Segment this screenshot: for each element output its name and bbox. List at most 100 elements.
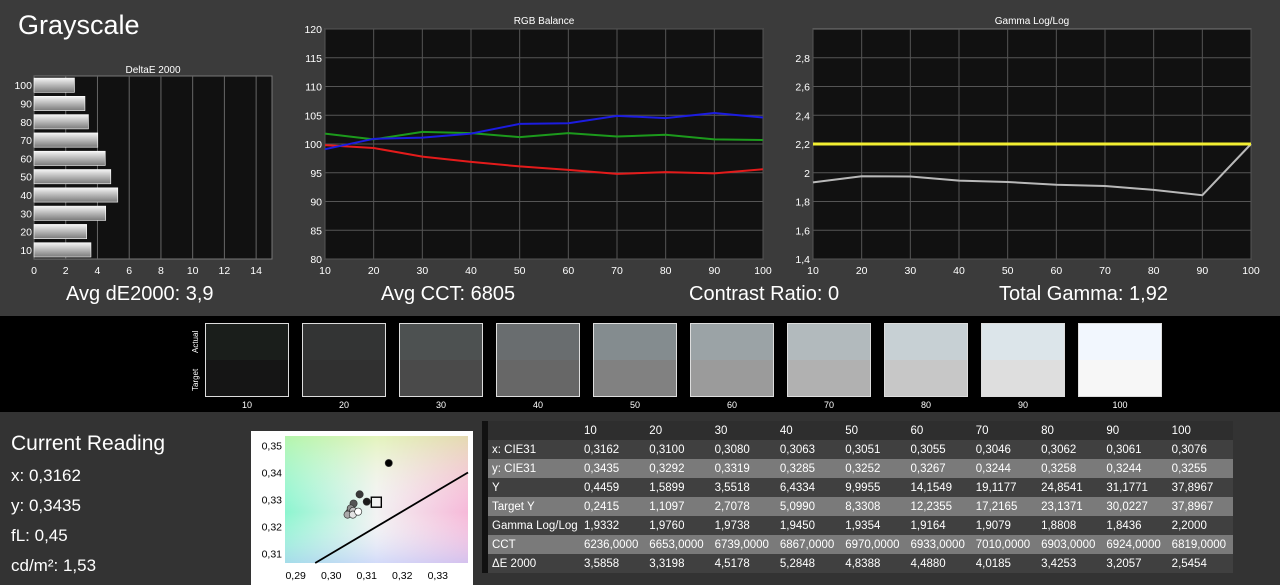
cie-y-tick: 0,31 xyxy=(262,549,283,561)
table-row-label: x: CIE31 xyxy=(488,440,580,459)
deltae-y-tick: 40 xyxy=(20,190,32,202)
swatch-actual xyxy=(1079,324,1161,360)
deltae-bar xyxy=(33,114,89,130)
table-row-marker xyxy=(482,516,488,535)
table-cell: 1,9760 xyxy=(645,516,711,535)
gamma-y-tick: 1,6 xyxy=(795,225,810,237)
swatch-actual xyxy=(691,324,773,360)
swatch-target xyxy=(497,360,579,396)
swatch-20 xyxy=(302,323,386,397)
contrast-stat: Contrast Ratio: 0 xyxy=(689,283,840,305)
swatch-actual xyxy=(594,324,676,360)
planckian-locus-line xyxy=(314,471,469,564)
swatch-actual xyxy=(206,324,288,360)
swatch-actual xyxy=(885,324,967,360)
swatch-label: 10 xyxy=(241,400,252,410)
gamma-x-tick: 70 xyxy=(1099,265,1111,277)
swatch-90 xyxy=(981,323,1065,397)
reading-y: y: 0,3435 xyxy=(11,496,81,515)
rgb-x-tick: 90 xyxy=(708,265,720,277)
gamma-x-tick: 100 xyxy=(1242,265,1260,277)
table-cell: 2,5454 xyxy=(1167,554,1233,573)
gamma-y-tick: 2,4 xyxy=(795,110,810,122)
table-cell: 0,3285 xyxy=(775,459,842,478)
rgb-x-tick: 100 xyxy=(754,265,772,277)
table-cell: 6236,0000 xyxy=(580,535,646,554)
deltae-y-tick: 10 xyxy=(20,245,32,257)
deltae-x-tick: 6 xyxy=(126,265,132,277)
table-cell: 6924,0000 xyxy=(1102,535,1168,554)
deltae-y-tick: 80 xyxy=(20,117,32,129)
table-cell: 4,8388 xyxy=(841,554,907,573)
table-row: Y 0,4459 1,5899 3,5518 6,4334 9,9955 14,1549 19… xyxy=(482,478,1233,497)
table-cell: 2,2000 xyxy=(1167,516,1233,535)
table-cell: 37,8967 xyxy=(1167,497,1233,516)
rgb-y-tick: 110 xyxy=(305,82,322,94)
table-cell: 0,3080 xyxy=(710,440,776,459)
table-cell: 0,3046 xyxy=(971,440,1038,459)
table-cell: 24,8541 xyxy=(1037,478,1103,497)
table-cell: 6819,0000 xyxy=(1167,535,1233,554)
table-cell: 0,3267 xyxy=(906,459,972,478)
current-reading-title: Current Reading xyxy=(11,432,166,455)
swatch-80 xyxy=(884,323,968,397)
rgb-y-tick: 95 xyxy=(310,168,322,180)
table-column-header: 90 xyxy=(1102,421,1168,440)
swatch-actual xyxy=(788,324,870,360)
rgb-x-tick: 60 xyxy=(562,265,574,277)
table-cell: 0,3051 xyxy=(841,440,907,459)
table-cell: 0,3244 xyxy=(1102,459,1168,478)
rgb-x-tick: 50 xyxy=(514,265,526,277)
deltae-x-tick: 8 xyxy=(158,265,164,277)
table-cell: 3,5518 xyxy=(710,478,776,497)
table-cell: 6,4334 xyxy=(775,478,842,497)
gamma-x-tick: 60 xyxy=(1050,265,1062,277)
table-cell: 12,2355 xyxy=(906,497,972,516)
table-cell: 0,3319 xyxy=(710,459,776,478)
deltae-bar xyxy=(33,96,86,111)
table-row-label: ΔE 2000 xyxy=(488,554,580,573)
measurement-point xyxy=(354,507,363,516)
cie-y-tick: 0,32 xyxy=(262,522,283,534)
rgb-y-tick: 80 xyxy=(310,254,322,266)
swatch-target xyxy=(400,360,482,396)
deltae-y-tick: 30 xyxy=(20,208,32,220)
gamma-title: Gamma Log/Log xyxy=(995,16,1070,27)
table-cell: 0,3435 xyxy=(580,459,646,478)
page-title: Grayscale xyxy=(18,10,140,40)
gamma-x-tick: 30 xyxy=(904,265,916,277)
table-cell: 9,9955 xyxy=(841,478,907,497)
table-row: y: CIE31 0,3435 0,3292 0,3319 0,3285 0,3252 0,… xyxy=(482,459,1233,478)
table-row-label: Y xyxy=(488,478,580,497)
table-cell: 4,0185 xyxy=(971,554,1038,573)
swatch-actual xyxy=(982,324,1064,360)
table-cell: 4,5178 xyxy=(710,554,776,573)
deltae-y-tick: 20 xyxy=(20,227,32,239)
table-column-header: 10 xyxy=(580,421,646,440)
reading-x: x: 0,3162 xyxy=(11,466,81,485)
table-cell: 0,3292 xyxy=(645,459,711,478)
deltae-x-tick: 4 xyxy=(95,265,101,277)
table-cell: 5,2848 xyxy=(775,554,842,573)
table-row-marker xyxy=(482,535,488,554)
table-row: Gamma Log/Log 1,9332 1,9760 1,9738 1,9450 1,9… xyxy=(482,516,1233,535)
swatch-target xyxy=(206,360,288,396)
rgb-series-line xyxy=(324,144,764,175)
gamma-x-tick: 10 xyxy=(807,265,819,277)
table-column-header: 30 xyxy=(710,421,776,440)
deltae-bar xyxy=(33,132,99,148)
table-cell: 6933,0000 xyxy=(906,535,972,554)
table-cell: 1,9079 xyxy=(971,516,1038,535)
table-cell: 4,4880 xyxy=(906,554,972,573)
deltae-x-tick: 2 xyxy=(63,265,69,277)
table-cell: 6739,0000 xyxy=(710,535,776,554)
rgb-y-tick: 100 xyxy=(304,139,322,151)
table-row-label: CCT xyxy=(488,535,580,554)
table-cell: 8,3308 xyxy=(841,497,907,516)
table-row-marker xyxy=(482,497,488,516)
swatch-10 xyxy=(205,323,289,397)
table-cell: 1,8436 xyxy=(1102,516,1168,535)
swatch-target xyxy=(303,360,385,396)
deltae-chart: DeltaE 2000 0 2 4 6 8 10 12 14 100 90 80 70 60 50 40 30 2… xyxy=(14,65,273,277)
table-header-row: 10 20 30 40 50 60 70 80 90 100 xyxy=(482,421,1233,440)
